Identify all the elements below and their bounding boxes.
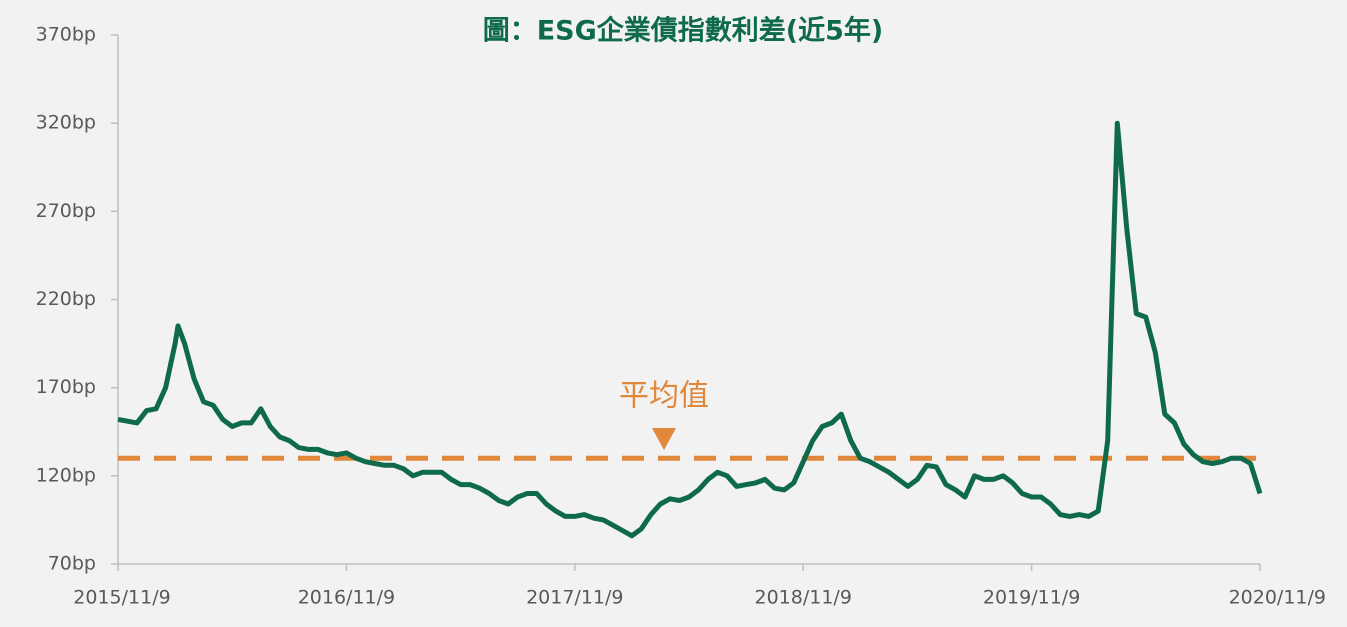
y-tick-label: 370bp [36,24,96,46]
mean-label: 平均值 [619,379,709,414]
mean-arrow [652,428,676,450]
y-tick-label: 120bp [36,464,96,486]
x-tick-label: 2019/11/9 [983,587,1080,609]
y-tick-label: 170bp [36,376,96,398]
x-tick-label: 2016/11/9 [298,587,395,609]
data-line [117,120,1263,539]
y-tick-label: 70bp [48,553,96,575]
y-tick-label: 270bp [36,200,96,222]
chart-title: 圖：ESG企業債指數利差(近5年) [483,15,884,47]
x-tick-label: 2018/11/9 [754,587,851,609]
x-tick-label: 2017/11/9 [526,587,623,609]
x-tick-label: 2015/11/9 [73,587,170,609]
y-tick-label: 320bp [36,112,96,134]
y-tick-label: 220bp [36,288,96,310]
x-tick-label: 2020/11/9 [1229,587,1326,609]
